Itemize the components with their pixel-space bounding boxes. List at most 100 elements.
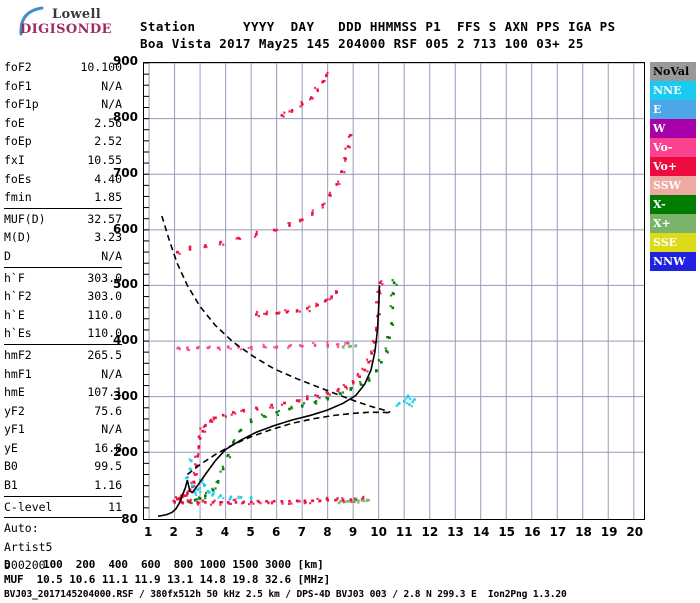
param-row-yF2: yF2 75.6 <box>4 402 122 421</box>
x-tick-label: 7 <box>297 525 306 539</box>
legend-item-vo[interactable]: Vo+ <box>650 157 696 176</box>
digisonde-logo: Lowell DIGISONDE <box>6 6 122 40</box>
legend-item-w[interactable]: W <box>650 119 696 138</box>
footer-muf-row: MUF 10.5 10.6 11.1 11.9 13.1 14.8 19.8 3… <box>4 572 331 586</box>
param-row-Clevel: C-level 11 <box>4 498 122 517</box>
param-divider <box>4 343 122 345</box>
header-values-row: Boa Vista 2017 May25 145 204000 RSF 005 … <box>140 36 584 51</box>
param-row-foF1p: foF1p N/A <box>4 95 122 114</box>
legend-item-x[interactable]: X- <box>650 195 696 214</box>
param-value: 2.56 <box>94 115 122 130</box>
param-value: 75.6 <box>94 403 122 418</box>
param-row-fxI: fxI 10.55 <box>4 151 122 170</box>
y-tick-label: 80 <box>121 512 138 526</box>
logo-digisonde-text: DIGISONDE <box>20 22 112 37</box>
param-value: 1.16 <box>94 478 122 493</box>
param-row-B0: B0 99.5 <box>4 457 122 476</box>
param-value: 11 <box>108 499 122 514</box>
legend-item-noval[interactable]: NoVal <box>650 62 696 81</box>
param-key: D <box>4 248 11 263</box>
param-key: B1 <box>4 478 18 493</box>
param-key: yF1 <box>4 422 25 437</box>
param-value: 110.0 <box>87 326 122 341</box>
x-tick-label: 19 <box>600 525 618 539</box>
param-group: C-level 11 <box>4 498 122 517</box>
param-group: hmF2 265.5 hmF1 N/A hmE 107.1 yF2 75.6 yF1 N/A yE 1… <box>4 346 122 495</box>
param-key: foE <box>4 115 25 130</box>
param-value: 32.57 <box>87 211 122 226</box>
x-tick-label: 3 <box>195 525 204 539</box>
param-key: h`F <box>4 270 25 285</box>
x-tick-label: 2 <box>169 525 178 539</box>
param-value: N/A <box>101 366 122 381</box>
param-key: yF2 <box>4 403 25 418</box>
param-row-MD: M(D) 3.23 <box>4 228 122 247</box>
param-value: 10.100 <box>80 60 122 74</box>
y-tick-label: 900 <box>112 54 138 68</box>
legend-item-x[interactable]: X+ <box>650 214 696 233</box>
param-value: N/A <box>101 422 122 437</box>
legend-item-ssw[interactable]: SSW <box>650 176 696 195</box>
param-row-foEs: foEs 4.40 <box>4 170 122 189</box>
x-tick-label: 11 <box>395 525 413 539</box>
param-row-fmin: fmin 1.85 <box>4 188 122 207</box>
x-tick-label: 5 <box>246 525 255 539</box>
legend-item-vo[interactable]: Vo- <box>650 138 696 157</box>
plot-gridlines <box>144 63 644 519</box>
y-tick-label: 300 <box>112 389 138 404</box>
legend-item-nne[interactable]: NNE <box>650 81 696 100</box>
plot-data-traces <box>157 71 416 517</box>
x-tick-label: 12 <box>421 525 439 539</box>
param-key: h`Es <box>4 326 32 341</box>
param-value: 4.40 <box>94 171 122 186</box>
logo-arc-icon <box>19 6 44 36</box>
param-value: N/A <box>101 248 122 263</box>
legend-item-sse[interactable]: SSE <box>650 233 696 252</box>
param-row-D: D N/A <box>4 247 122 266</box>
param-group: foF2 10.100 foF1 N/A foF1p N/A foE 2.56 foEp 2.52… <box>4 58 122 207</box>
legend-item-e[interactable]: E <box>650 100 696 119</box>
x-tick-label: 1 <box>143 525 153 539</box>
param-key: M(D) <box>4 230 32 245</box>
param-value: 10.55 <box>87 152 122 167</box>
param-key: fxI <box>4 152 25 167</box>
param-value: 1.85 <box>94 190 122 205</box>
param-key: foEs <box>4 171 32 186</box>
y-tick-label: 600 <box>112 221 138 236</box>
param-row-hmF1: hmF1 N/A <box>4 365 122 384</box>
y-tick-label: 800 <box>112 109 138 124</box>
ionospheric-parameter-table: foF2 10.100 foF1 N/A foF1p N/A foE 2.56 foEp 2.52… <box>4 58 122 575</box>
y-tick-label: 400 <box>112 333 138 348</box>
param-footer-line: Auto: <box>4 521 39 536</box>
logo-lowell-text: Lowell <box>52 7 101 22</box>
footer-distance-row: D 100 200 400 600 800 1000 1500 3000 [km… <box>4 558 324 571</box>
param-value: 16.8 <box>94 440 122 455</box>
x-tick-label: 4 <box>220 525 230 539</box>
x-tick-label: 15 <box>498 525 516 539</box>
param-key: h`F2 <box>4 289 32 304</box>
param-value: 99.5 <box>94 459 122 474</box>
param-key: h`E <box>4 307 25 322</box>
x-tick-label: 6 <box>271 525 281 539</box>
param-value: 110.0 <box>87 307 122 322</box>
param-key: MUF(D) <box>4 211 46 226</box>
param-value: N/A <box>101 97 122 112</box>
param-key: B0 <box>4 459 18 474</box>
y-tick-label: 700 <box>112 165 138 180</box>
param-value: 303.0 <box>87 270 122 285</box>
polarization-legend[interactable]: NoVal NNE E W Vo- Vo+ SSW X- X+ SSE NNW <box>650 62 696 271</box>
x-tick-label: 9 <box>348 525 358 539</box>
param-row-yE: yE 16.8 <box>4 439 122 458</box>
x-tick-label: 18 <box>575 525 592 539</box>
ionogram-plot[interactable] <box>143 62 645 520</box>
legend-item-nnw[interactable]: NNW <box>650 252 696 271</box>
x-tick-label: 13 <box>447 525 464 539</box>
param-key: C-level <box>4 499 53 514</box>
param-footer-line: 500200 <box>4 558 46 573</box>
param-row-yF1: yF1 N/A <box>4 420 122 439</box>
x-tick-label: 16 <box>523 525 541 539</box>
param-row-hF: h`F 303.0 <box>4 269 122 288</box>
param-key: fmin <box>4 190 32 205</box>
param-key: foF2 <box>4 60 32 74</box>
param-value: 107.1 <box>87 385 122 400</box>
